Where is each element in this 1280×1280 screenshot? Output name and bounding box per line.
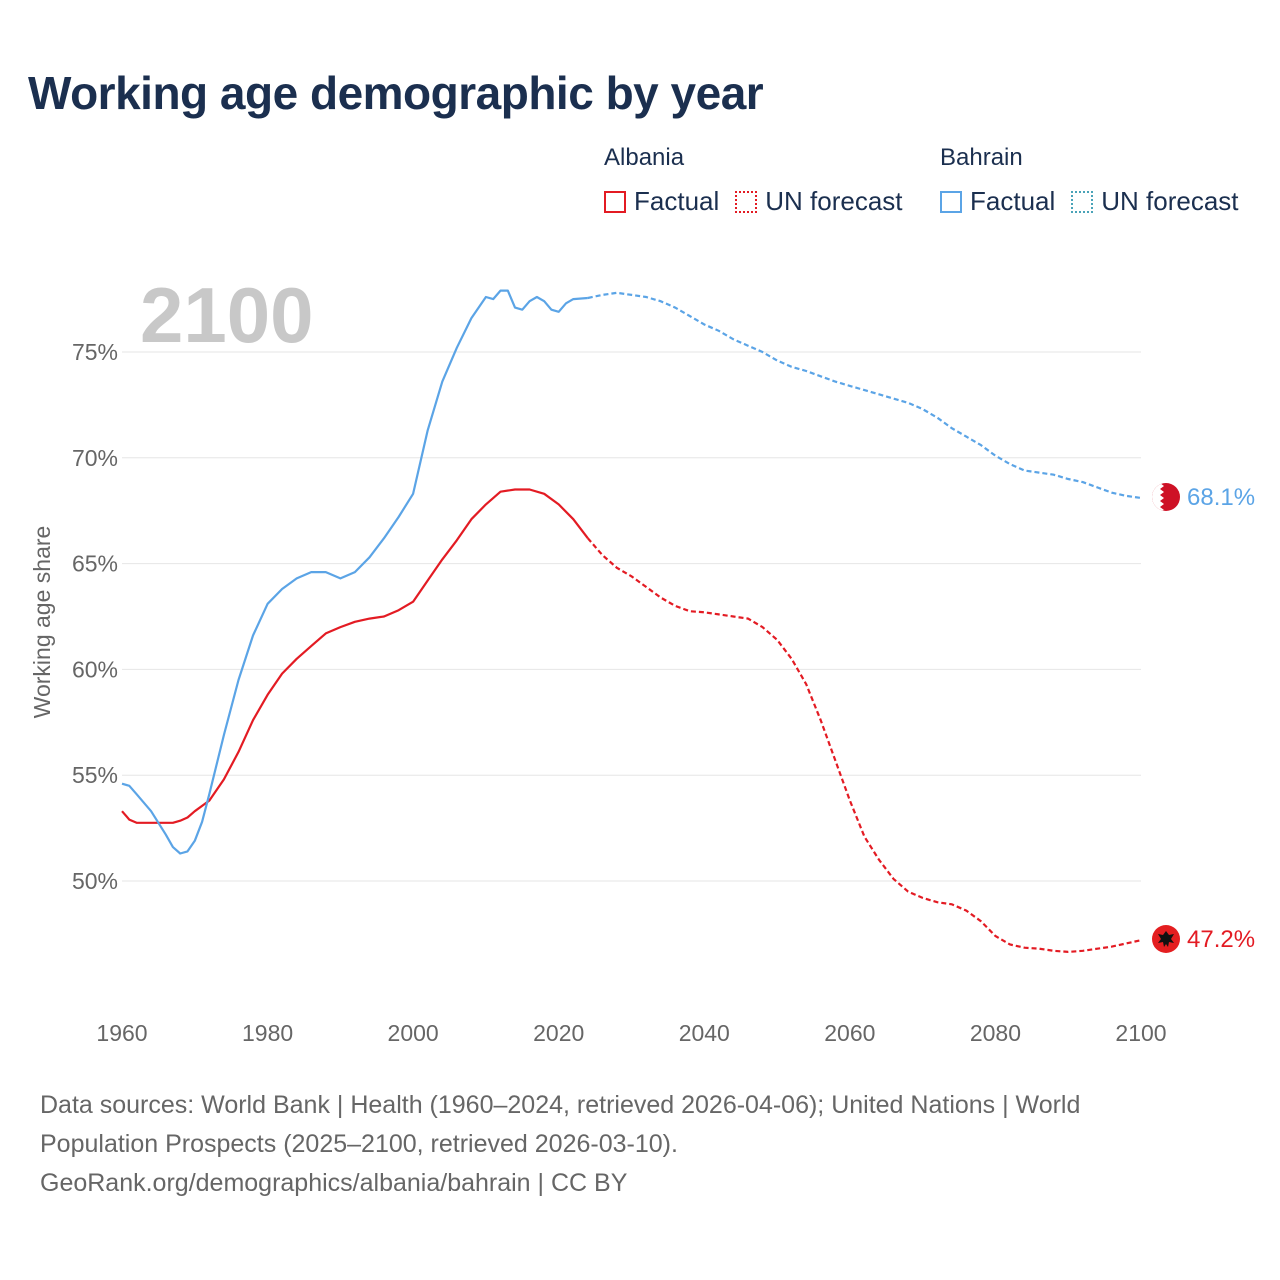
- footer-line-1: Data sources: World Bank | Health (1960–…: [40, 1091, 1081, 1119]
- bahrain-factual-line: [121, 289, 588, 855]
- grid-lines: [122, 351, 1141, 882]
- albania-factual-line: [121, 488, 589, 824]
- legend-albania-factual[interactable]: Factual: [604, 186, 719, 217]
- y-axis-label: Working age share: [29, 526, 55, 719]
- legend-swatch-albania-forecast: [735, 190, 758, 213]
- legend-albania: Albania Factual UN forecast: [604, 144, 919, 217]
- legend-bahrain-factual[interactable]: Factual: [940, 186, 1055, 217]
- footer-sources: Data sources: World Bank | Health (1960–…: [40, 1086, 1220, 1203]
- bahrain-end-label: 68.1%: [1187, 484, 1255, 511]
- albania-flag-icon: [1152, 925, 1180, 953]
- legend-bahrain-forecast-label: UN forecast: [1101, 186, 1239, 216]
- bahrain-flag-icon: [1152, 483, 1180, 511]
- y-tick-label: 60%: [72, 656, 118, 682]
- legend-bahrain-forecast[interactable]: UN forecast: [1071, 186, 1239, 217]
- legend-bahrain-name: Bahrain: [940, 144, 1023, 171]
- legend-swatch-albania-factual: [604, 190, 626, 213]
- x-tick-label: 2100: [1115, 1020, 1166, 1046]
- legend-albania-forecast[interactable]: UN forecast: [735, 186, 903, 217]
- footer-line-2: Population Prospects (2025–2100, retriev…: [40, 1130, 678, 1158]
- legend-bahrain: Bahrain Factual UN forecast: [940, 144, 1255, 217]
- y-tick-label: 50%: [72, 868, 118, 894]
- x-tick-label: 2040: [679, 1020, 730, 1046]
- y-axis-ticks: 50% 55% 60% 65% 70% 75%: [72, 339, 118, 894]
- x-tick-label: 2080: [970, 1020, 1021, 1046]
- x-tick-label: 1960: [96, 1020, 147, 1046]
- x-tick-label: 2020: [533, 1020, 584, 1046]
- y-tick-label: 75%: [72, 339, 118, 365]
- x-tick-label: 1980: [242, 1020, 293, 1046]
- legend-swatch-bahrain-factual: [940, 190, 962, 213]
- x-axis-ticks: 1960 1980 2000 2020 2040 2060 2080 2100: [96, 1020, 1166, 1046]
- x-tick-label: 2000: [388, 1020, 439, 1046]
- legend-swatch-bahrain-forecast: [1071, 190, 1094, 213]
- legend-bahrain-factual-label: Factual: [970, 186, 1056, 216]
- legend-albania-name: Albania: [604, 144, 685, 171]
- x-tick-label: 2060: [824, 1020, 875, 1046]
- legend-albania-factual-label: Factual: [634, 186, 720, 216]
- bahrain-forecast-line: [587, 291, 1142, 500]
- y-tick-label: 65%: [72, 551, 118, 577]
- series-endpoints: 68.1% 47.2%: [1152, 483, 1255, 953]
- series-lines: [121, 289, 1142, 954]
- legend-albania-forecast-label: UN forecast: [765, 186, 903, 216]
- footer-line-3: GeoRank.org/demographics/albania/bahrain…: [40, 1169, 628, 1197]
- albania-end-label: 47.2%: [1187, 926, 1255, 953]
- line-chart: 2100 Working age share 50% 55% 60% 65% 70% 75…: [29, 271, 1255, 1046]
- chart-title: Working age demographic by year: [28, 67, 764, 119]
- year-indicator: 2100: [140, 271, 314, 359]
- albania-forecast-line: [586, 537, 1142, 954]
- y-tick-label: 55%: [72, 762, 118, 788]
- y-tick-label: 70%: [72, 445, 118, 471]
